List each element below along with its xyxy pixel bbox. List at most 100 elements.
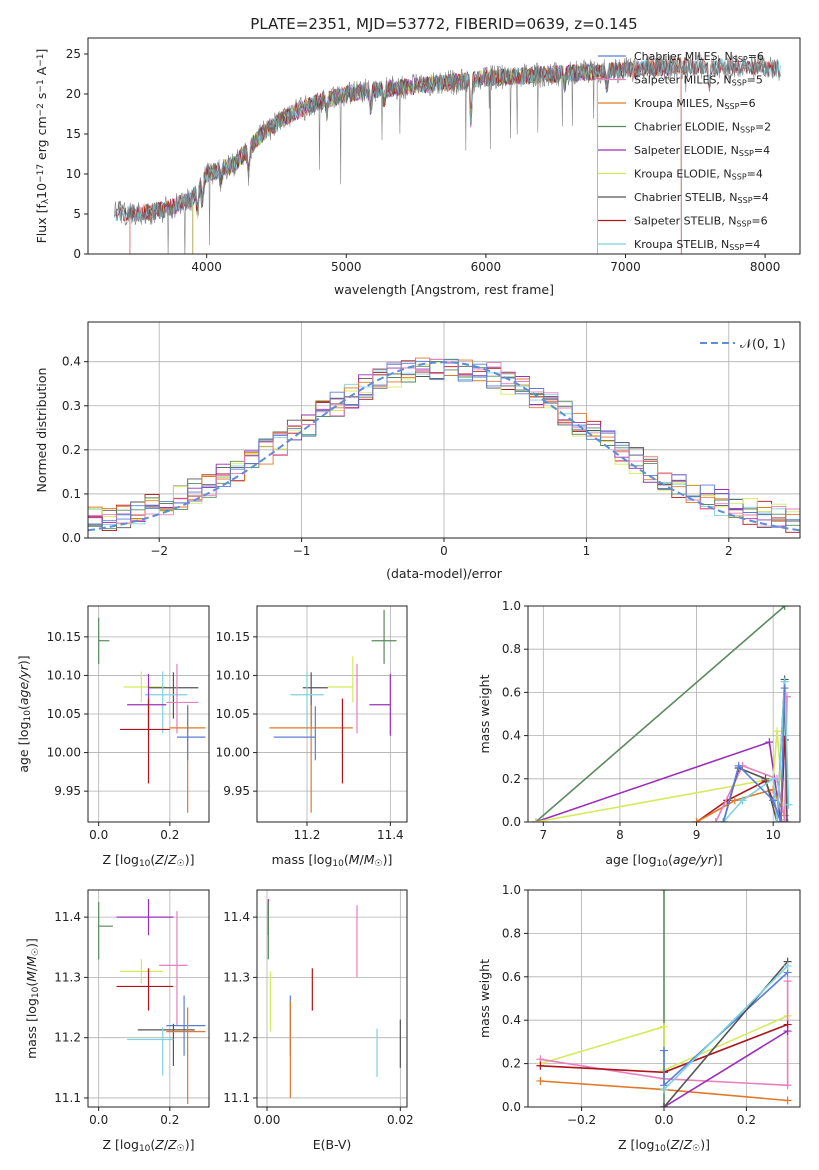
legend-label: Chabrier ELODIE, NSSP=2 <box>634 121 771 135</box>
weight-marker <box>660 1103 668 1107</box>
y-tick-label: 11.4 <box>54 910 81 924</box>
weight-series-line <box>663 965 789 1091</box>
weight-series-line <box>696 788 786 822</box>
observed-spectrum-line <box>114 53 781 254</box>
y-tick-label: 0.1 <box>62 487 81 501</box>
y-tick-label: 9.95 <box>54 784 81 798</box>
weight-vs-age-chart: 7 8 9 10 0.0 0.2 0.4 0.6 0.8 1.0 mass weight age [l… <box>477 599 801 869</box>
weight-marker <box>783 1081 792 1090</box>
x-axis-label: (data-model)/error <box>386 566 503 581</box>
weight-vs-metallicity-chart: −0.2 0.0 0.2 0.0 0.2 0.4 0.6 0.8 1.0 mass weight Z… <box>477 883 801 1154</box>
weight-marker <box>780 606 789 610</box>
y-tick-label: 15 <box>66 127 81 141</box>
weight-marker <box>783 961 792 970</box>
weight-marker <box>734 761 743 770</box>
axes-frame <box>256 889 408 1108</box>
weight-marker <box>773 818 782 822</box>
figure-title: PLATE=2351, MJD=53772, FIBERID=0639, z=0… <box>250 15 637 33</box>
y-tick-label: 10.15 <box>216 630 250 644</box>
age_vs_Z-plot-area <box>98 617 206 813</box>
legend-label: Salpeter MILES, NSSP=5 <box>634 74 763 88</box>
weight-marker <box>531 818 540 822</box>
x-tick-label: 0 <box>440 544 448 558</box>
x-tick-label: 8 <box>616 828 624 842</box>
y-tick-label: 0.8 <box>502 642 521 656</box>
axes-frame <box>87 37 801 255</box>
y-tick-label: 25 <box>66 47 81 61</box>
axes-frame <box>527 605 801 823</box>
y-tick-label: 10.00 <box>216 746 250 760</box>
y-axis-label: age [log10(age/yr)] <box>16 655 33 772</box>
y-tick-label: 5 <box>73 207 81 221</box>
x-axis-label: wavelength [Angstrom, rest frame] <box>334 282 554 297</box>
weight-marker <box>783 977 792 986</box>
spectrum-chart: 4000 5000 6000 7000 8000 0 5 10 15 20 25 wavelength… <box>34 37 801 297</box>
y-axis-label: mass weight <box>477 674 492 753</box>
residual-histogram <box>88 359 800 528</box>
x-tick-label: 6000 <box>471 260 502 274</box>
y-tick-label: 0.2 <box>62 443 81 457</box>
x-tick-label: 1 <box>583 544 591 558</box>
legend-label: Chabrier MILES, NSSP=6 <box>634 50 764 64</box>
weight-marker <box>765 738 774 747</box>
weight-marker <box>660 1085 668 1094</box>
y-tick-label: 0.4 <box>502 729 521 743</box>
x-tick-label: 0.2 <box>160 828 179 842</box>
y-tick-label: 11.3 <box>223 970 250 984</box>
x-tick-label: −0.2 <box>567 1113 596 1127</box>
weight-marker <box>692 818 701 822</box>
weight-series-line <box>535 606 786 822</box>
weight-marker <box>761 774 770 783</box>
x-axis-label: mass [log10(M/M☉)] <box>272 852 393 869</box>
weight-series-line <box>663 1030 789 1107</box>
y-tick-label: 10.00 <box>47 746 81 760</box>
x-axis-label: E(B-V) <box>313 1137 352 1152</box>
y-tick-label: 10.10 <box>47 668 81 682</box>
y-tick-label: 0.4 <box>62 355 81 369</box>
weight-marker <box>660 1046 668 1055</box>
weight-marker <box>738 796 747 805</box>
weight-marker <box>783 1096 792 1105</box>
weight-marker <box>784 800 793 809</box>
y-axis-label: mass weight <box>477 959 492 1038</box>
weight-marker <box>660 1022 668 1031</box>
y-tick-label: 11.1 <box>54 1091 81 1105</box>
weight-marker <box>660 890 668 894</box>
y-axis-label: Flux [fλ10−17 erg cm−2 s−1 A−1] <box>34 49 51 244</box>
y-tick-label: 10.05 <box>47 707 81 721</box>
age_vs_mass-plot-area <box>269 609 397 813</box>
x-tick-label: 11.4 <box>377 828 404 842</box>
legend-label: Chabrier STELIB, NSSP=4 <box>634 191 769 205</box>
weight-marker <box>536 1061 545 1070</box>
y-axis-label: mass [log10(M/M☉)] <box>24 938 41 1059</box>
weight-marker <box>730 796 739 805</box>
age-vs-mass-chart: 11.2 11.4 9.95 10.00 10.05 10.10 10.15 mass [lo… <box>216 605 408 869</box>
x-tick-label: 0.2 <box>160 1113 179 1127</box>
y-tick-label: 0.4 <box>502 1013 521 1027</box>
weight-marker <box>711 818 720 822</box>
mass_vs_Z-plot-area <box>98 899 206 1104</box>
x-tick-label: 5000 <box>331 260 362 274</box>
y-tick-label: 10 <box>66 167 81 181</box>
y-tick-label: 0.0 <box>502 815 521 829</box>
x-tick-label: 0.0 <box>654 1113 673 1127</box>
x-tick-label: 0.02 <box>387 1113 414 1127</box>
axes-frame <box>87 321 801 539</box>
y-tick-label: 11.1 <box>223 1091 250 1105</box>
x-tick-label: 2 <box>725 544 733 558</box>
spectrum-plot-area <box>114 53 781 254</box>
x-tick-label: 7 <box>540 828 548 842</box>
legend-label: 𝒩(0, 1) <box>740 336 786 351</box>
mass-vs-metallicity-chart: 0.0 0.2 11.1 11.2 11.3 11.4 Z [log10(Z/Z☉)] mas… <box>24 889 210 1154</box>
y-tick-label: 0.6 <box>502 685 521 699</box>
y-tick-label: 1.0 <box>502 599 521 613</box>
y-tick-label: 11.4 <box>223 910 250 924</box>
y-tick-label: 20 <box>66 87 81 101</box>
axes-frame <box>256 605 408 823</box>
x-axis-label: Z [log10(Z/Z☉)] <box>102 1137 194 1154</box>
axes-frame <box>527 889 801 1108</box>
x-tick-label: 0.0 <box>89 1113 108 1127</box>
y-tick-label: 0.0 <box>502 1100 521 1114</box>
weight-marker <box>780 684 789 693</box>
